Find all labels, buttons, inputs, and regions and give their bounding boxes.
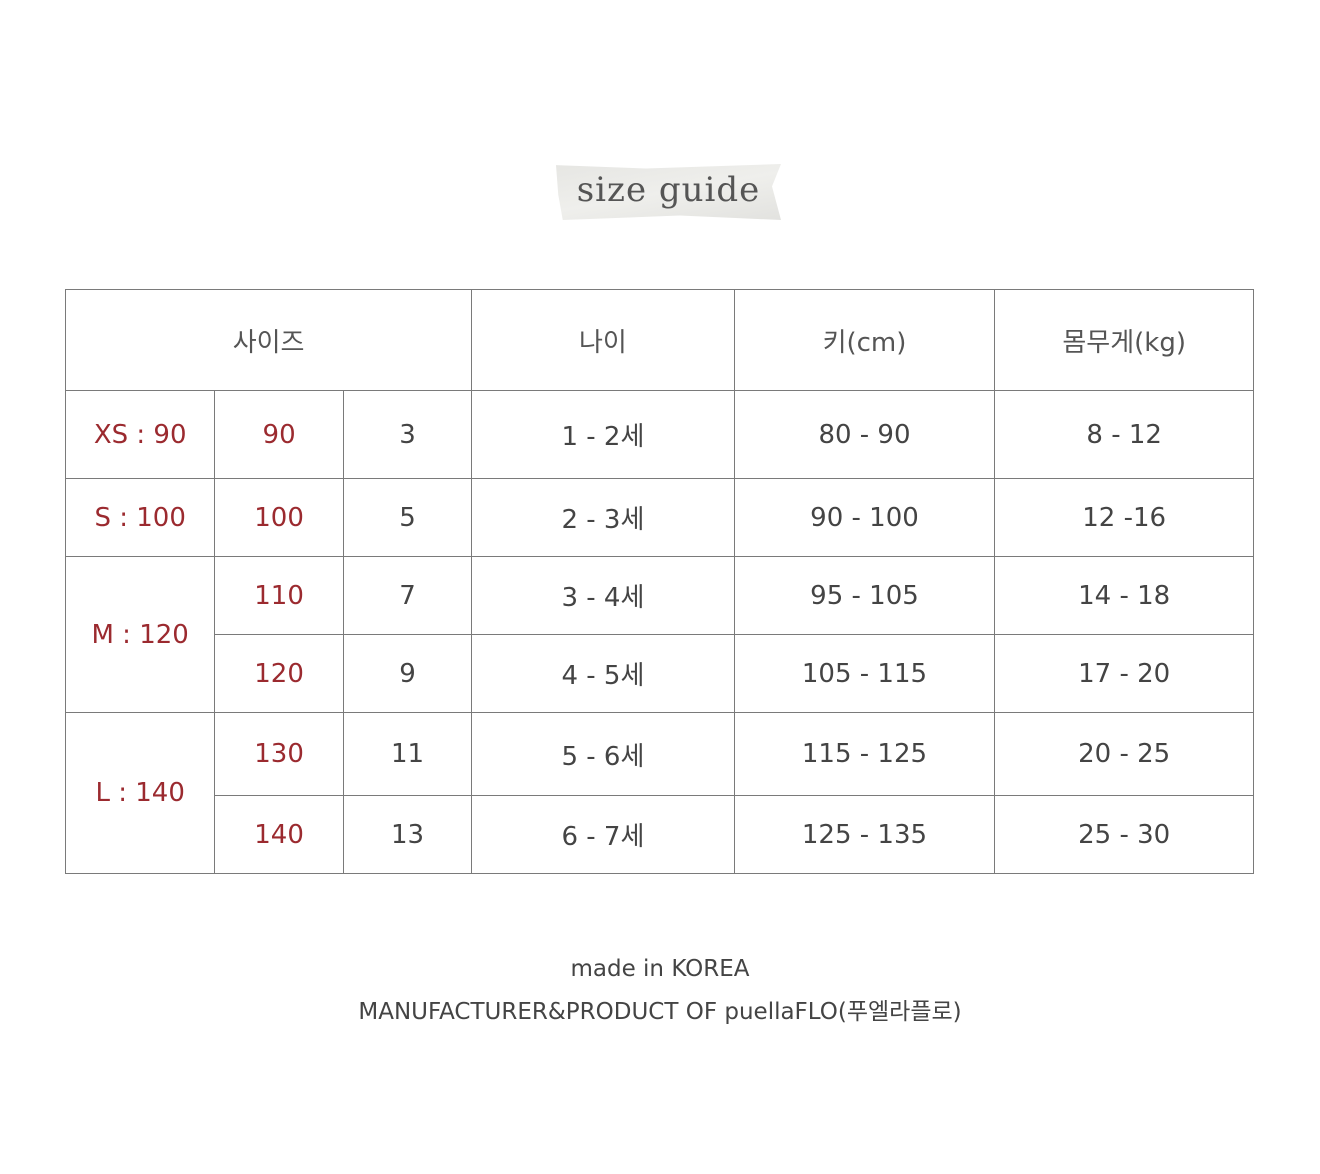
num-cell: 7	[342, 556, 473, 635]
height-cell: 95 - 105	[733, 556, 996, 635]
table-row: 120 9 4 - 5세 105 - 115 17 - 20	[66, 634, 1254, 713]
weight-cell: 17 - 20	[994, 634, 1254, 713]
table-row: S : 100 100 5 2 - 3세 90 - 100 12 -16	[64, 478, 1254, 557]
size-cell: 100	[214, 478, 344, 557]
num-cell: 5	[342, 478, 473, 557]
size-cell: 130	[214, 712, 344, 796]
table-row: 140 13 6 - 7세 125 - 135 25 - 30	[66, 795, 1254, 874]
title-tape: size guide	[556, 164, 781, 220]
size-cell: 90	[214, 390, 344, 479]
weight-cell: 12 -16	[994, 478, 1254, 557]
weight-cell: 14 - 18	[994, 556, 1254, 635]
age-cell: 3 - 4세	[471, 556, 735, 635]
table-row: XS : 90 90 3 1 - 2세 80 - 90 8 - 12	[64, 390, 1254, 479]
header-height: 키(cm)	[733, 289, 996, 391]
size-table: 사이즈 나이 키(cm) 몸무게(kg) XS : 90 90 3 1 - 2세…	[64, 289, 1254, 874]
height-cell: 115 - 125	[733, 712, 996, 796]
weight-cell: 20 - 25	[994, 712, 1254, 796]
size-cell: 120	[214, 634, 344, 713]
num-cell: 9	[342, 634, 473, 713]
size-group: M : 120	[64, 556, 216, 713]
origin-text: made in KOREA	[570, 956, 750, 982]
manufacturer-text: MANUFACTURER&PRODUCT OF puellaFLO(푸엘라플로)	[358, 999, 962, 1025]
size-cell: 110	[214, 556, 344, 635]
age-cell: 5 - 6세	[471, 712, 735, 796]
height-cell: 90 - 100	[733, 478, 996, 557]
age-cell: 6 - 7세	[471, 795, 735, 874]
age-cell: 2 - 3세	[471, 478, 735, 557]
size-group: XS : 90	[64, 390, 216, 479]
header-age: 나이	[471, 289, 735, 391]
header-row: 사이즈 나이 키(cm) 몸무게(kg)	[64, 289, 1254, 391]
num-cell: 3	[342, 390, 473, 479]
header-size: 사이즈	[64, 289, 473, 391]
num-cell: 13	[342, 795, 473, 874]
height-cell: 80 - 90	[733, 390, 996, 479]
age-cell: 4 - 5세	[471, 634, 735, 713]
height-cell: 125 - 135	[733, 795, 996, 874]
weight-cell: 8 - 12	[994, 390, 1254, 479]
table-row: L : 140 130 11 5 - 6세 115 - 125 20 - 25	[64, 712, 1254, 874]
weight-cell: 25 - 30	[994, 795, 1254, 874]
header-weight: 몸무게(kg)	[994, 289, 1254, 391]
age-cell: 1 - 2세	[471, 390, 735, 479]
size-group: L : 140	[64, 712, 216, 874]
table-row: M : 120 110 7 3 - 4세 95 - 105 14 - 18	[64, 556, 1254, 713]
page-title: size guide	[576, 170, 761, 210]
num-cell: 11	[342, 712, 473, 796]
size-group: S : 100	[64, 478, 216, 557]
height-cell: 105 - 115	[733, 634, 996, 713]
size-cell: 140	[214, 795, 344, 874]
